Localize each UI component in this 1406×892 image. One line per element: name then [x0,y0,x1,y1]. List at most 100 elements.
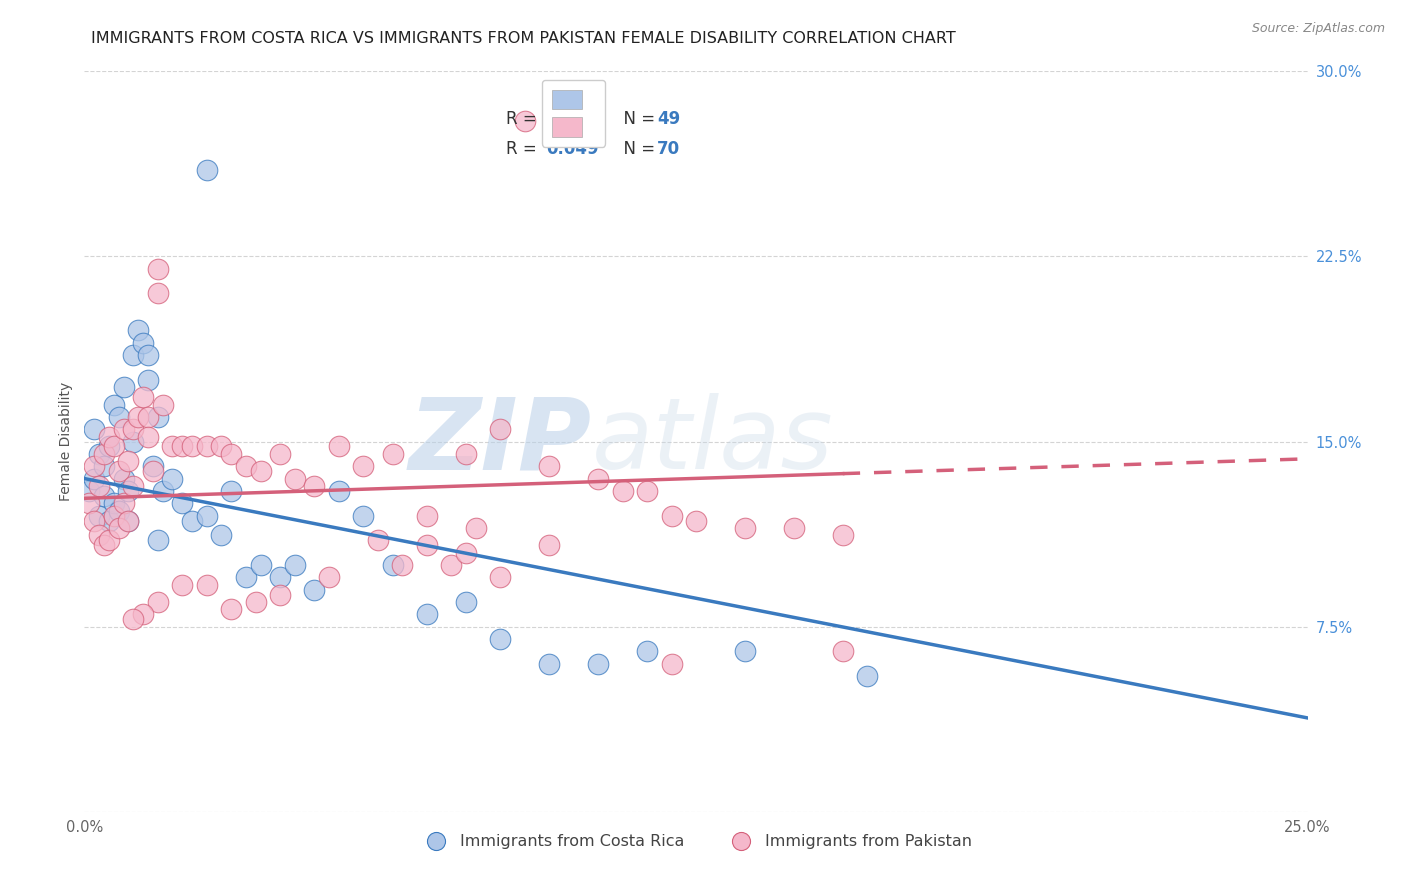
Point [489,632,512,646]
Point [142,459,165,474]
Point [586,471,609,485]
Point [172,440,194,454]
Point [107,409,129,424]
Point [97,429,120,443]
Point [513,113,536,128]
Point [112,496,135,510]
Point [612,483,634,498]
Point [117,483,139,498]
Point [117,454,139,468]
Point [87,447,110,461]
Point [284,471,307,485]
Text: Source: ZipAtlas.com: Source: ZipAtlas.com [1251,22,1385,36]
Point [235,570,257,584]
Point [181,440,204,454]
Legend: Immigrants from Costa Rica, Immigrants from Pakistan: Immigrants from Costa Rica, Immigrants f… [413,828,979,855]
Point [195,508,218,523]
Point [136,409,159,424]
Point [87,479,110,493]
Point [416,538,439,552]
Point [83,471,105,485]
Point [831,644,853,658]
Point [112,471,135,485]
Point [162,440,184,454]
Point [87,528,110,542]
Point [734,644,756,658]
Text: 70: 70 [657,140,681,158]
Point [146,261,169,276]
Point [112,422,135,436]
Point [103,398,125,412]
Text: ZIP: ZIP [409,393,592,490]
Point [440,558,463,572]
Point [97,440,120,454]
Point [172,577,194,591]
Point [152,398,174,412]
Point [219,602,242,616]
Point [367,533,389,548]
Point [136,373,159,387]
Point [381,558,404,572]
Point [661,508,683,523]
Point [107,521,129,535]
Point [112,380,135,394]
Point [269,588,291,602]
Point [416,508,439,523]
Point [195,440,218,454]
Point [77,496,100,510]
Point [97,514,120,528]
Text: N =: N = [613,111,661,128]
Point [87,508,110,523]
Point [538,657,561,671]
Point [117,514,139,528]
Point [352,459,374,474]
Point [107,503,129,517]
Point [856,669,879,683]
Point [77,483,100,498]
Point [464,521,486,535]
Point [391,558,413,572]
Point [162,471,184,485]
Point [152,483,174,498]
Text: 0.049: 0.049 [547,140,599,158]
Point [132,390,155,404]
Point [136,348,159,362]
Point [318,570,340,584]
Point [93,489,115,503]
Point [328,440,350,454]
Point [132,335,155,350]
Point [146,533,169,548]
Point [661,657,683,671]
Point [107,464,129,478]
Point [454,447,477,461]
Point [103,508,125,523]
Point [685,514,707,528]
Point [304,479,326,493]
Point [122,612,145,626]
Point [586,657,609,671]
Point [172,496,194,510]
Point [195,163,218,178]
Point [181,514,204,528]
Point [146,286,169,301]
Text: N =: N = [613,140,661,158]
Point [269,570,291,584]
Point [127,324,149,338]
Point [269,447,291,461]
Point [122,479,145,493]
Point [93,538,115,552]
Point [219,447,242,461]
Point [146,595,169,609]
Point [831,528,853,542]
Point [416,607,439,622]
Point [195,577,218,591]
Point [352,508,374,523]
Text: -0.294: -0.294 [547,111,606,128]
Point [103,496,125,510]
Point [93,459,115,474]
Point [538,538,561,552]
Point [122,348,145,362]
Point [83,422,105,436]
Point [783,521,806,535]
Point [122,422,145,436]
